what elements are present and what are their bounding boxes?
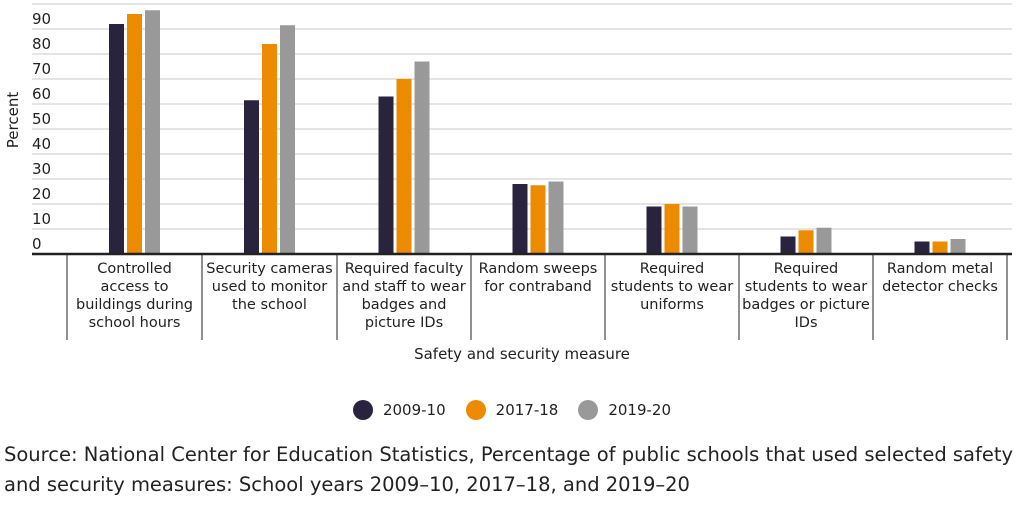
legend-label: 2019-20	[608, 401, 672, 419]
bar-2019-20-2	[280, 25, 295, 254]
x-tick-label: picture IDs	[365, 315, 443, 331]
bar-2009-10-6	[780, 236, 796, 254]
bar-2009-10-4	[512, 184, 528, 254]
y-tick-label: 60	[32, 85, 51, 103]
x-tick-label: buildings during	[76, 297, 193, 313]
legend-item-2017-18: 2017-18	[465, 400, 559, 420]
bar-2019-20-6	[816, 227, 832, 254]
y-tick-label: 50	[32, 110, 51, 128]
x-tick-label: and staff to wear	[342, 279, 465, 295]
bar-2017-18-2	[262, 44, 277, 254]
bar-2009-10-3	[378, 96, 394, 254]
x-tick-label: uniforms	[640, 297, 704, 313]
y-tick-label: 70	[32, 60, 51, 78]
legend-item-2009-10: 2009-10	[352, 400, 446, 420]
x-axis-label: Safety and security measure	[414, 345, 630, 363]
legend-swatch	[465, 400, 486, 420]
legend-swatch	[578, 400, 599, 420]
bar-2009-10-5	[646, 206, 662, 254]
x-tick-label: Random metal	[887, 261, 993, 277]
bar-2017-18-4	[530, 185, 546, 254]
bar-2019-20-4	[548, 181, 564, 254]
x-tick-label: for contraband	[484, 279, 592, 295]
legend-label: 2017-18	[495, 401, 559, 419]
x-tick-label: students to wear	[611, 279, 733, 295]
x-tick-label: Required	[640, 261, 705, 277]
bar-2019-20-3	[414, 61, 430, 254]
bar-2009-10-1	[109, 24, 124, 254]
y-axis-label: Percent	[4, 92, 22, 149]
source-note: Source: National Center for Education St…	[4, 443, 1014, 496]
bar-2017-18-5	[664, 204, 680, 254]
bar-2019-20-5	[682, 206, 698, 254]
x-tick-label: used to monitor	[212, 279, 327, 295]
x-tick-label: Controlled	[97, 261, 172, 277]
bar-2019-20-1	[145, 10, 160, 254]
y-tick-label: 80	[32, 35, 51, 53]
bar-2017-18-3	[396, 79, 412, 254]
x-tick-label: badges or picture	[742, 297, 870, 313]
y-tick-label: 90	[32, 10, 51, 28]
bar-2017-18-6	[798, 230, 814, 254]
legend: 2009-10 2017-18 2019-20	[0, 400, 1024, 420]
x-tick-label: access to	[100, 279, 168, 295]
bar-2017-18-7	[932, 241, 948, 254]
y-tick-label: 30	[32, 160, 51, 178]
legend-label: 2009-10	[382, 401, 446, 419]
x-tick-label: Random sweeps	[479, 261, 598, 277]
y-tick-label: 40	[32, 135, 51, 153]
bar-2017-18-1	[127, 14, 142, 254]
x-tick-label: students to wear	[745, 279, 867, 295]
bar-2009-10-2	[244, 100, 259, 254]
legend-swatch	[352, 400, 373, 420]
x-tick-label: Required	[774, 261, 839, 277]
x-tick-label: detector checks	[882, 279, 998, 295]
y-tick-label: 0	[32, 235, 42, 253]
y-tick-label: 20	[32, 185, 51, 203]
y-tick-label: 10	[32, 210, 51, 228]
x-tick-label: Required faculty	[345, 261, 464, 277]
bar-2019-20-7	[950, 239, 966, 254]
x-tick-label: IDs	[795, 315, 818, 331]
x-tick-label: Security cameras	[206, 261, 332, 277]
x-tick-label: badges and	[362, 297, 447, 313]
x-tick-label: school hours	[89, 315, 181, 331]
bar-2009-10-7	[914, 241, 930, 254]
x-tick-label: the school	[232, 297, 307, 313]
legend-item-2019-20: 2019-20	[578, 400, 671, 420]
bar-chart: 0 10 20 30 40 50 60 70 80 90 Percent Controlled acce…	[4, 3, 1012, 363]
